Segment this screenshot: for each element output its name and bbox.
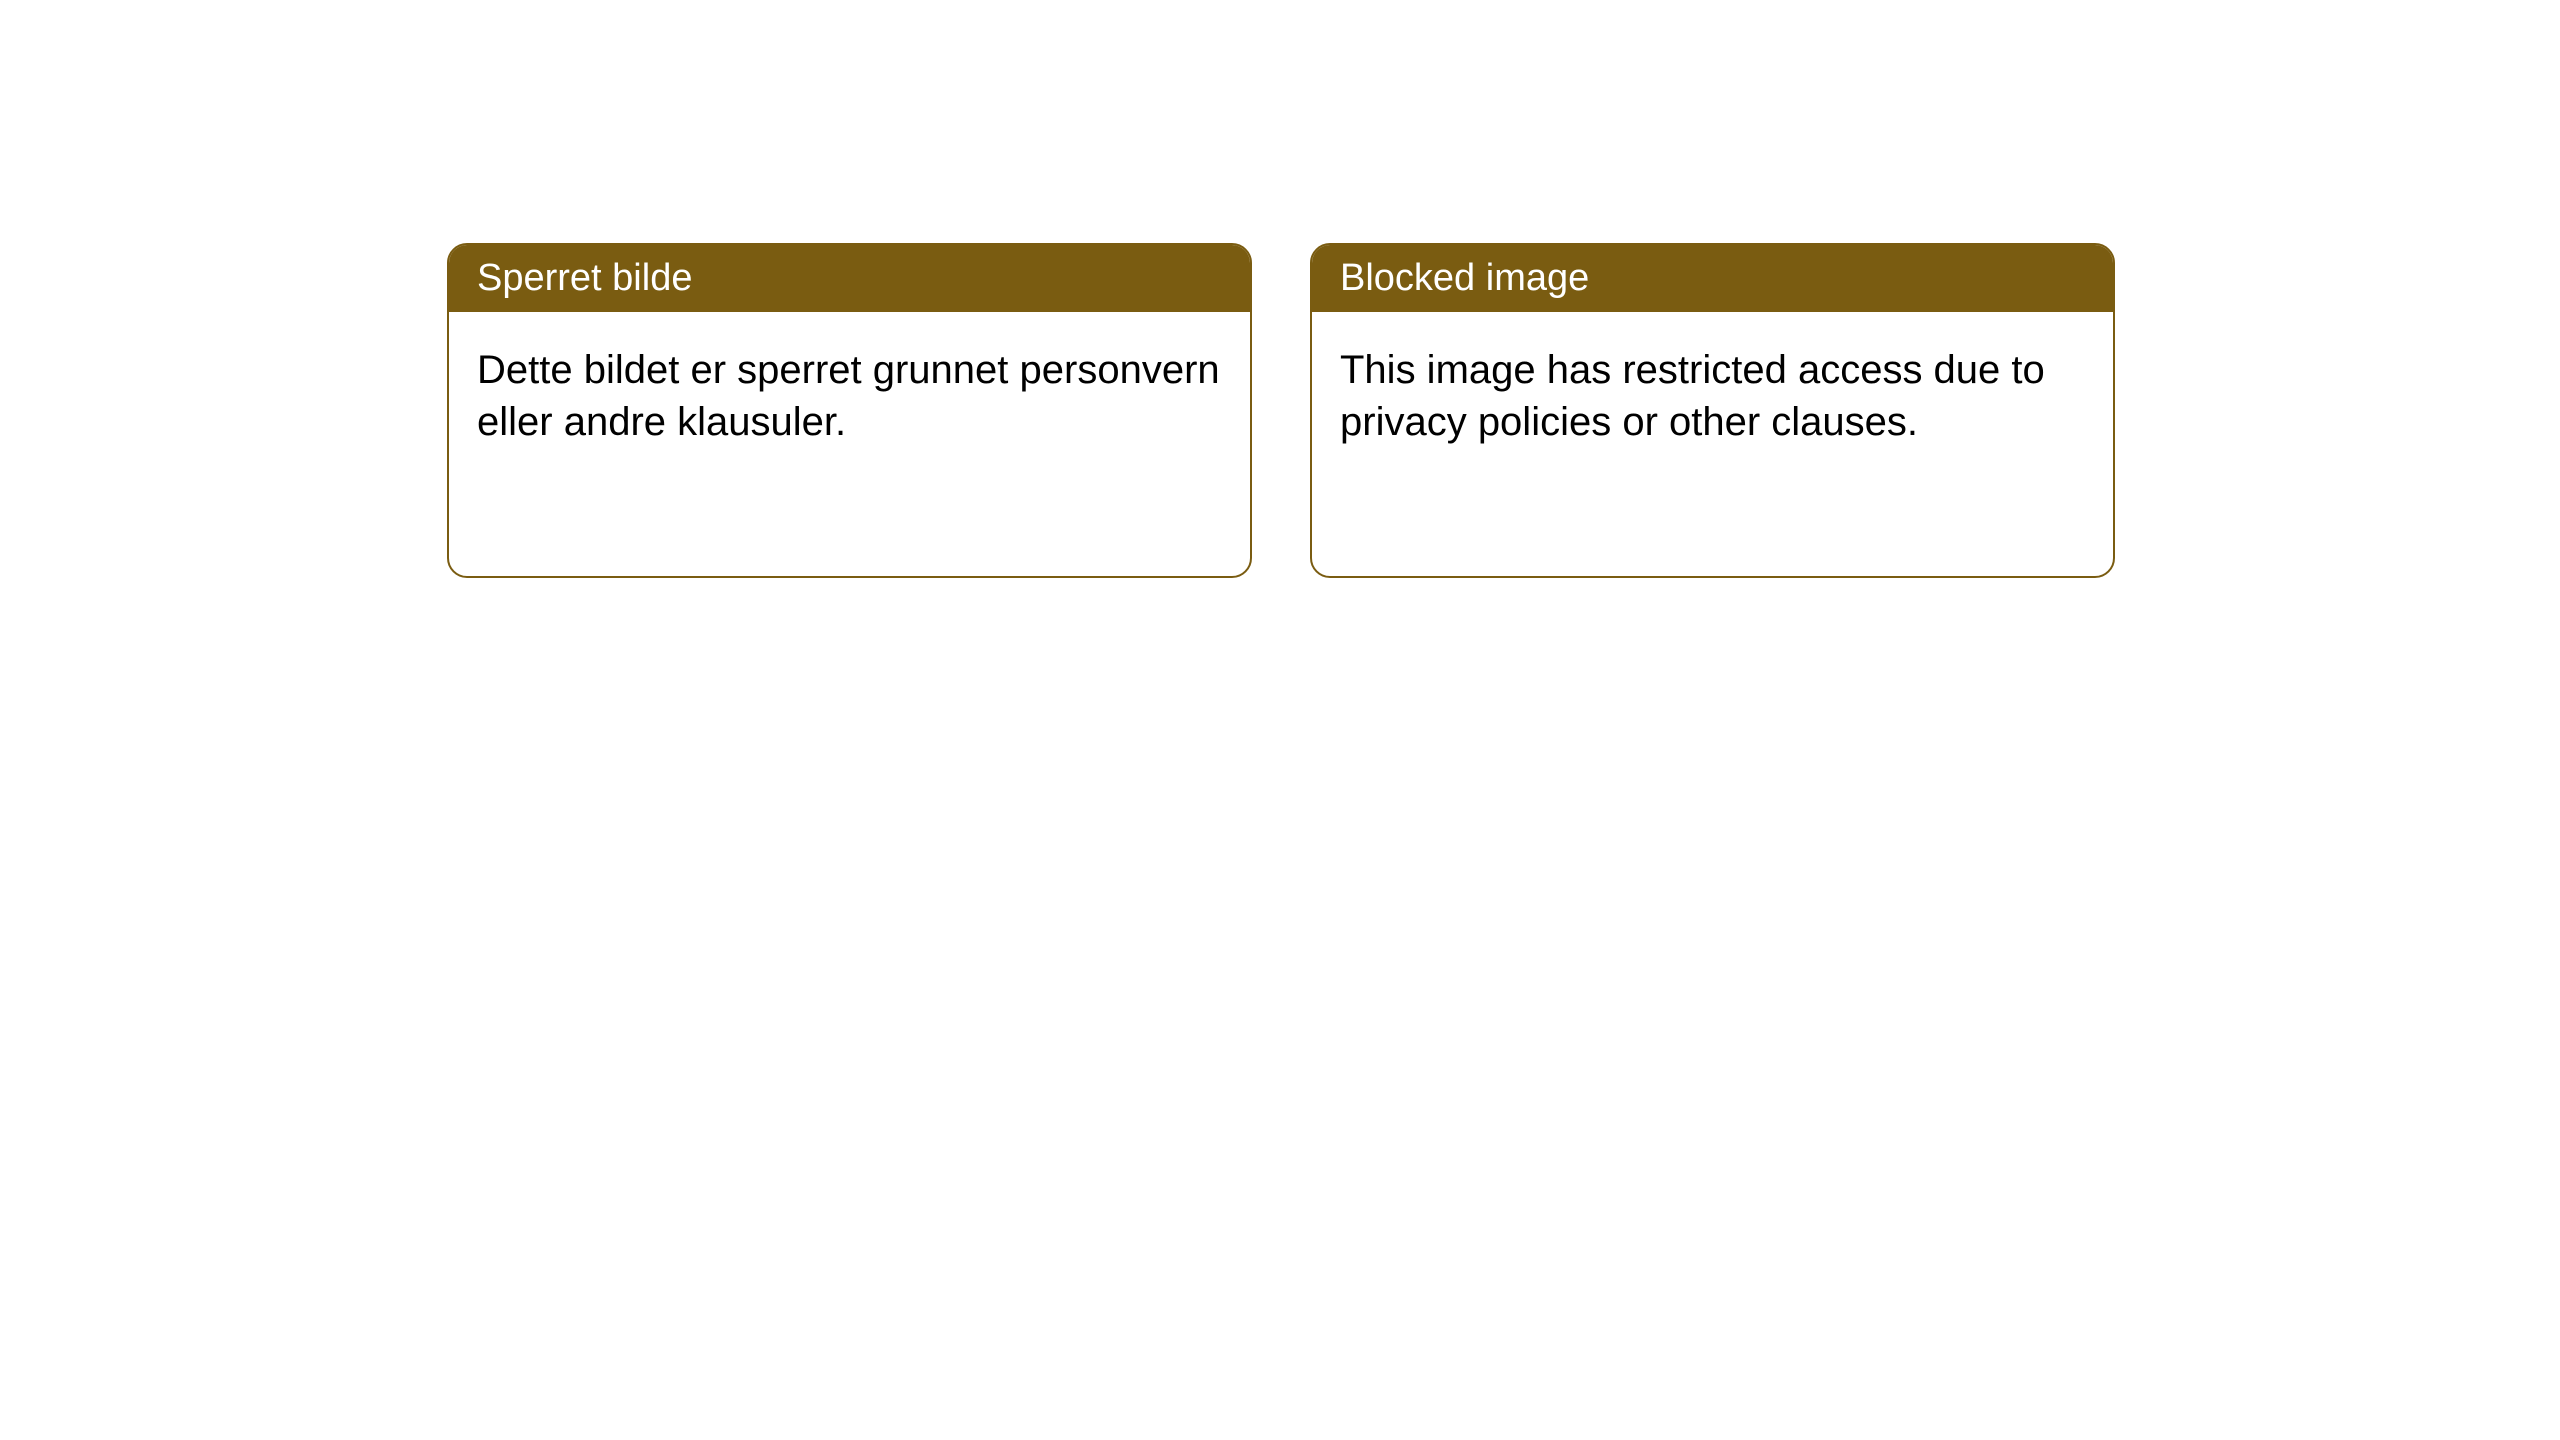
card-body-en: This image has restricted access due to …	[1312, 312, 2113, 480]
card-text-en: This image has restricted access due to …	[1340, 348, 2045, 444]
blocked-image-card-no: Sperret bilde Dette bildet er sperret gr…	[447, 243, 1252, 578]
card-text-no: Dette bildet er sperret grunnet personve…	[477, 348, 1220, 444]
card-header-en: Blocked image	[1312, 245, 2113, 312]
cards-container: Sperret bilde Dette bildet er sperret gr…	[0, 0, 2560, 578]
card-title-en: Blocked image	[1340, 257, 1589, 299]
card-body-no: Dette bildet er sperret grunnet personve…	[449, 312, 1250, 480]
card-title-no: Sperret bilde	[477, 257, 692, 299]
blocked-image-card-en: Blocked image This image has restricted …	[1310, 243, 2115, 578]
card-header-no: Sperret bilde	[449, 245, 1250, 312]
